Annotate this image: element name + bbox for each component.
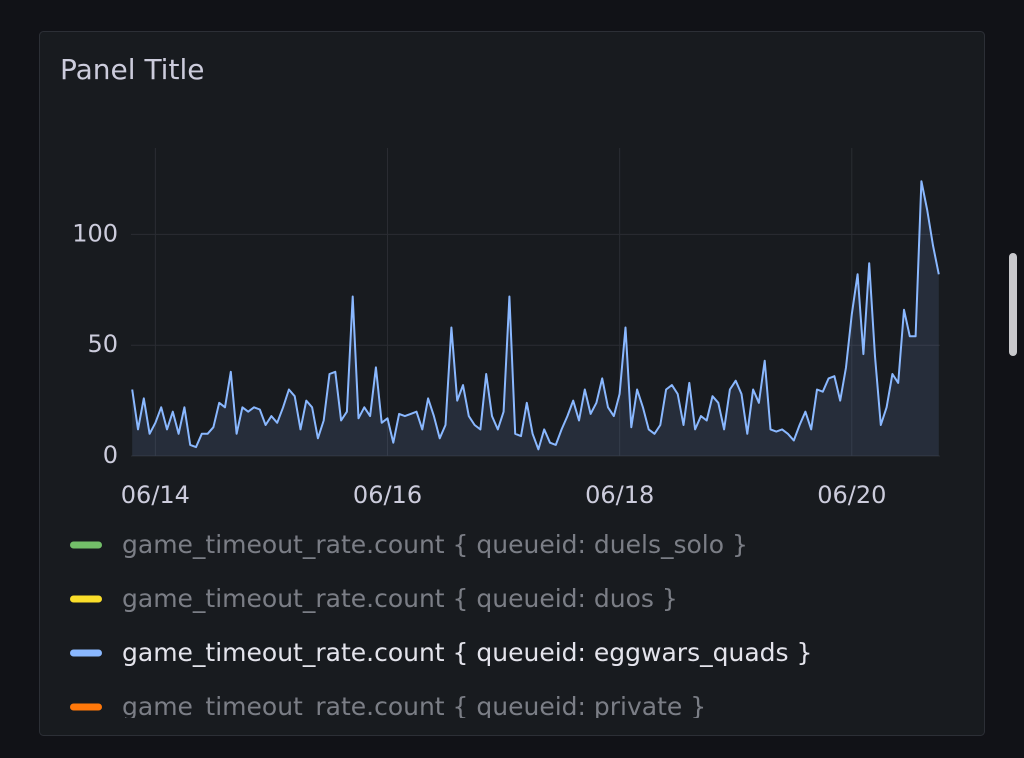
x-tick-label: 06/20 [817, 481, 886, 509]
series-area [132, 181, 939, 456]
series-line [131, 180, 940, 451]
panel [39, 31, 985, 736]
plot: 0 50 100 06/14 06/16 06/18 06/20 [72, 148, 940, 509]
y-tick-label: 50 [87, 330, 118, 358]
legend-label[interactable]: game_timeout_rate.count { queueid: eggwa… [122, 638, 812, 667]
y-tick-label: 0 [103, 441, 118, 469]
legend: game_timeout_rate.count { queueid: duels… [70, 530, 812, 721]
panel-title: Panel Title [60, 53, 204, 86]
legend-swatch [70, 703, 102, 711]
scrollbar[interactable] [1009, 253, 1017, 356]
x-tick-label: 06/18 [585, 481, 654, 509]
y-tick-label: 100 [72, 219, 118, 247]
legend-label[interactable]: game_timeout_rate.count { queueid: duos … [122, 584, 678, 613]
legend-swatch [70, 649, 102, 657]
legend-label[interactable]: game_timeout_rate.count { queueid: priva… [122, 692, 706, 721]
legend-swatch [70, 541, 102, 549]
legend-label[interactable]: game_timeout_rate.count { queueid: duels… [122, 530, 748, 559]
x-tick-label: 06/16 [353, 481, 422, 509]
x-tick-label: 06/14 [121, 481, 190, 509]
legend-swatch [70, 595, 102, 603]
